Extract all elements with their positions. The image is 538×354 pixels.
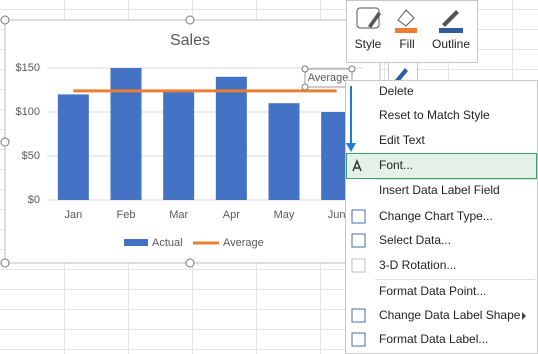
plot: $0 $50 $100 $150 Jan Feb Mar Apr May Jun Actual Ave… (16, 62, 363, 249)
menu-label: Delete (379, 84, 414, 98)
menu-label: 3-D Rotation... (379, 258, 456, 272)
menu-label: Font... (379, 158, 413, 172)
menu-label: Change Data Label Shape (379, 308, 521, 322)
menu-item[interactable]: Font... (346, 153, 537, 179)
menu-item[interactable]: Format Data Point... (379, 284, 486, 298)
y-tick-label: $100 (16, 106, 40, 118)
handle[interactable] (185, 258, 195, 268)
pen-icon (395, 68, 408, 83)
pointer-arrow (346, 86, 356, 152)
y-tick-label: $150 (16, 62, 40, 74)
arrow-head (346, 143, 356, 152)
outline-swatch (439, 28, 463, 33)
x-tick-label: Feb (117, 209, 136, 221)
y-tick-label: $50 (22, 150, 40, 162)
menu-item[interactable]: Insert Data Label Field (379, 183, 500, 197)
data-label-box[interactable] (304, 68, 353, 88)
menu-label: Select Data... (379, 233, 451, 247)
bucket-icon (397, 9, 415, 27)
handle[interactable] (0, 15, 10, 25)
handle[interactable] (185, 15, 195, 25)
toolbar-label: Outline (432, 37, 470, 51)
fill-button[interactable]: Fill (395, 9, 417, 51)
data-label: Average (308, 72, 349, 84)
menu-label: Insert Data Label Field (379, 183, 500, 197)
menu-item[interactable]: Change Data Label Shape (351, 308, 526, 323)
menu-icon (351, 308, 366, 323)
x-tick-label: Apr (223, 209, 240, 221)
x-tick-label: May (274, 209, 295, 221)
menu-label: Format Data Point... (379, 284, 486, 298)
legend-label: Actual (152, 237, 183, 249)
bar (57, 94, 89, 200)
mini-toolbar: Style Fill Outline (346, 0, 478, 85)
bar (215, 76, 247, 200)
style-icon (356, 7, 380, 29)
handle[interactable] (301, 65, 309, 73)
legend-swatch (124, 239, 148, 246)
style-button[interactable]: Style (355, 7, 382, 51)
handle[interactable] (0, 258, 10, 268)
selection-handles (0, 15, 195, 268)
font-icon (352, 158, 362, 172)
x-tick-label: Jun (328, 209, 346, 221)
bar (163, 91, 195, 200)
menu-label: Format Data Label... (379, 332, 488, 346)
pen-icon (442, 10, 459, 27)
menu-item[interactable]: Select Data... (351, 233, 451, 248)
menu-item[interactable]: Change Chart Type... (351, 209, 493, 224)
menu-item[interactable]: Delete (379, 84, 414, 98)
chart-title: Sales (170, 32, 210, 49)
menu-item[interactable]: Edit Text (379, 133, 425, 147)
menu-icon (351, 258, 366, 273)
legend-label: Average (223, 237, 264, 249)
menu-icon (351, 233, 366, 248)
menu-item[interactable]: Reset to Match Style (379, 108, 490, 122)
submenu-arrow (522, 312, 526, 320)
menu-icon (351, 332, 366, 347)
toolbar-label: Fill (399, 37, 414, 51)
x-tick-label: Jan (64, 209, 82, 221)
y-tick-label: $0 (28, 194, 40, 206)
style-brush (368, 12, 381, 28)
menu-label: Change Chart Type... (379, 209, 493, 223)
menu-item[interactable]: Format Data Label... (351, 332, 488, 347)
fill-swatch (395, 28, 417, 33)
x-tick-label: Mar (169, 209, 188, 221)
context-menu: Delete Reset to Match Style Edit Text Font.… (345, 80, 538, 354)
menu-box (345, 80, 538, 354)
toolbar-label: Style (355, 37, 382, 51)
outline-button[interactable]: Outline (432, 10, 470, 51)
menu-label: Edit Text (379, 133, 425, 147)
handle[interactable] (348, 65, 356, 73)
bar (268, 103, 300, 200)
data-label-selected: Average (301, 65, 356, 91)
handle[interactable] (0, 137, 10, 147)
menu-icon (351, 209, 366, 224)
handle[interactable] (301, 83, 309, 91)
menu-label: Reset to Match Style (379, 108, 490, 122)
menu-highlight (346, 153, 537, 179)
bar (110, 68, 142, 200)
menu-item[interactable]: 3-D Rotation... (351, 258, 456, 273)
